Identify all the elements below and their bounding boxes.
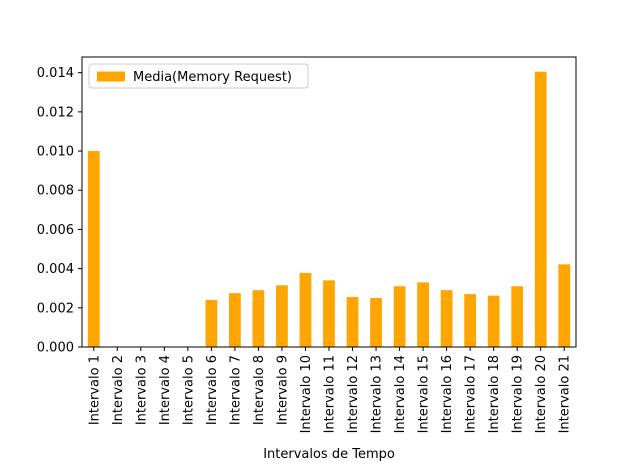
bar-15: [417, 282, 429, 347]
x-tick-label: Intervalo 21: [558, 355, 573, 433]
x-tick-label: Intervalo 19: [511, 355, 526, 433]
y-tick-label: 0.002: [37, 301, 74, 316]
y-tick-label: 0.008: [37, 184, 74, 199]
x-tick-label: Intervalo 20: [534, 355, 549, 433]
y-tick-label: 0.014: [37, 66, 74, 81]
x-tick-label: Intervalo 3: [134, 355, 149, 425]
x-tick-label: Intervalo 8: [252, 355, 267, 425]
legend-box: [88, 63, 309, 89]
y-tick-label: 0.006: [37, 223, 74, 238]
legend-swatch: [97, 71, 125, 82]
bar-9: [276, 285, 288, 347]
y-tick-label: 0.012: [37, 105, 74, 120]
legend: Media(Memory Request): [88, 63, 309, 89]
x-tick-label: Intervalo 14: [393, 355, 408, 433]
bars-group: [87, 71, 571, 347]
bar-20: [534, 71, 547, 347]
bar-6: [205, 299, 218, 347]
bar-1: [87, 151, 100, 347]
bar-7: [229, 293, 241, 347]
y-tick-label: 0.004: [37, 262, 74, 277]
y-axis: 0.000 0.002 0.004 0.006 0.008 0.010 0.012 0.014: [37, 66, 82, 356]
bar-17: [464, 294, 477, 347]
bar-18: [487, 295, 500, 347]
x-tick-label: Intervalo 2: [111, 355, 126, 425]
x-tick-label: Intervalo 9: [275, 355, 290, 425]
x-axis-label: Intervalos de Tempo: [263, 447, 395, 462]
bar-21: [558, 264, 571, 347]
y-tick-label: 0.000: [37, 341, 74, 356]
x-tick-label: Intervalo 12: [346, 355, 361, 433]
bar-13: [370, 298, 382, 347]
bar-14: [393, 286, 406, 347]
x-tick-label: Intervalo 11: [323, 355, 338, 433]
x-tick-label: Intervalo 7: [228, 355, 243, 425]
x-tick-label: Intervalo 13: [370, 355, 385, 433]
x-tick-label: Intervalo 10: [299, 355, 314, 433]
bar-10: [299, 272, 312, 347]
legend-entry: Media(Memory Request): [133, 70, 292, 85]
x-tick-label: Intervalo 15: [417, 355, 432, 433]
bar-12: [346, 297, 359, 347]
x-tick-label: Intervalo 4: [158, 355, 173, 425]
x-tick-label: Intervalo 5: [181, 355, 196, 425]
x-tick-label: Intervalo 16: [440, 355, 455, 433]
x-tick-label: Intervalo 17: [464, 355, 479, 433]
y-tick-label: 0.010: [37, 145, 74, 160]
x-tick-label: Intervalo 6: [205, 355, 220, 425]
x-tick-label: Intervalo 18: [487, 355, 502, 433]
bar-11: [323, 280, 335, 347]
bar-16: [440, 290, 453, 347]
bar-8: [252, 290, 265, 347]
x-axis: Intervalo 1 Intervalo 2 Intervalo 3 Interva…: [87, 347, 573, 433]
x-tick-label: Intervalo 1: [87, 355, 102, 425]
bar-19: [511, 286, 524, 347]
